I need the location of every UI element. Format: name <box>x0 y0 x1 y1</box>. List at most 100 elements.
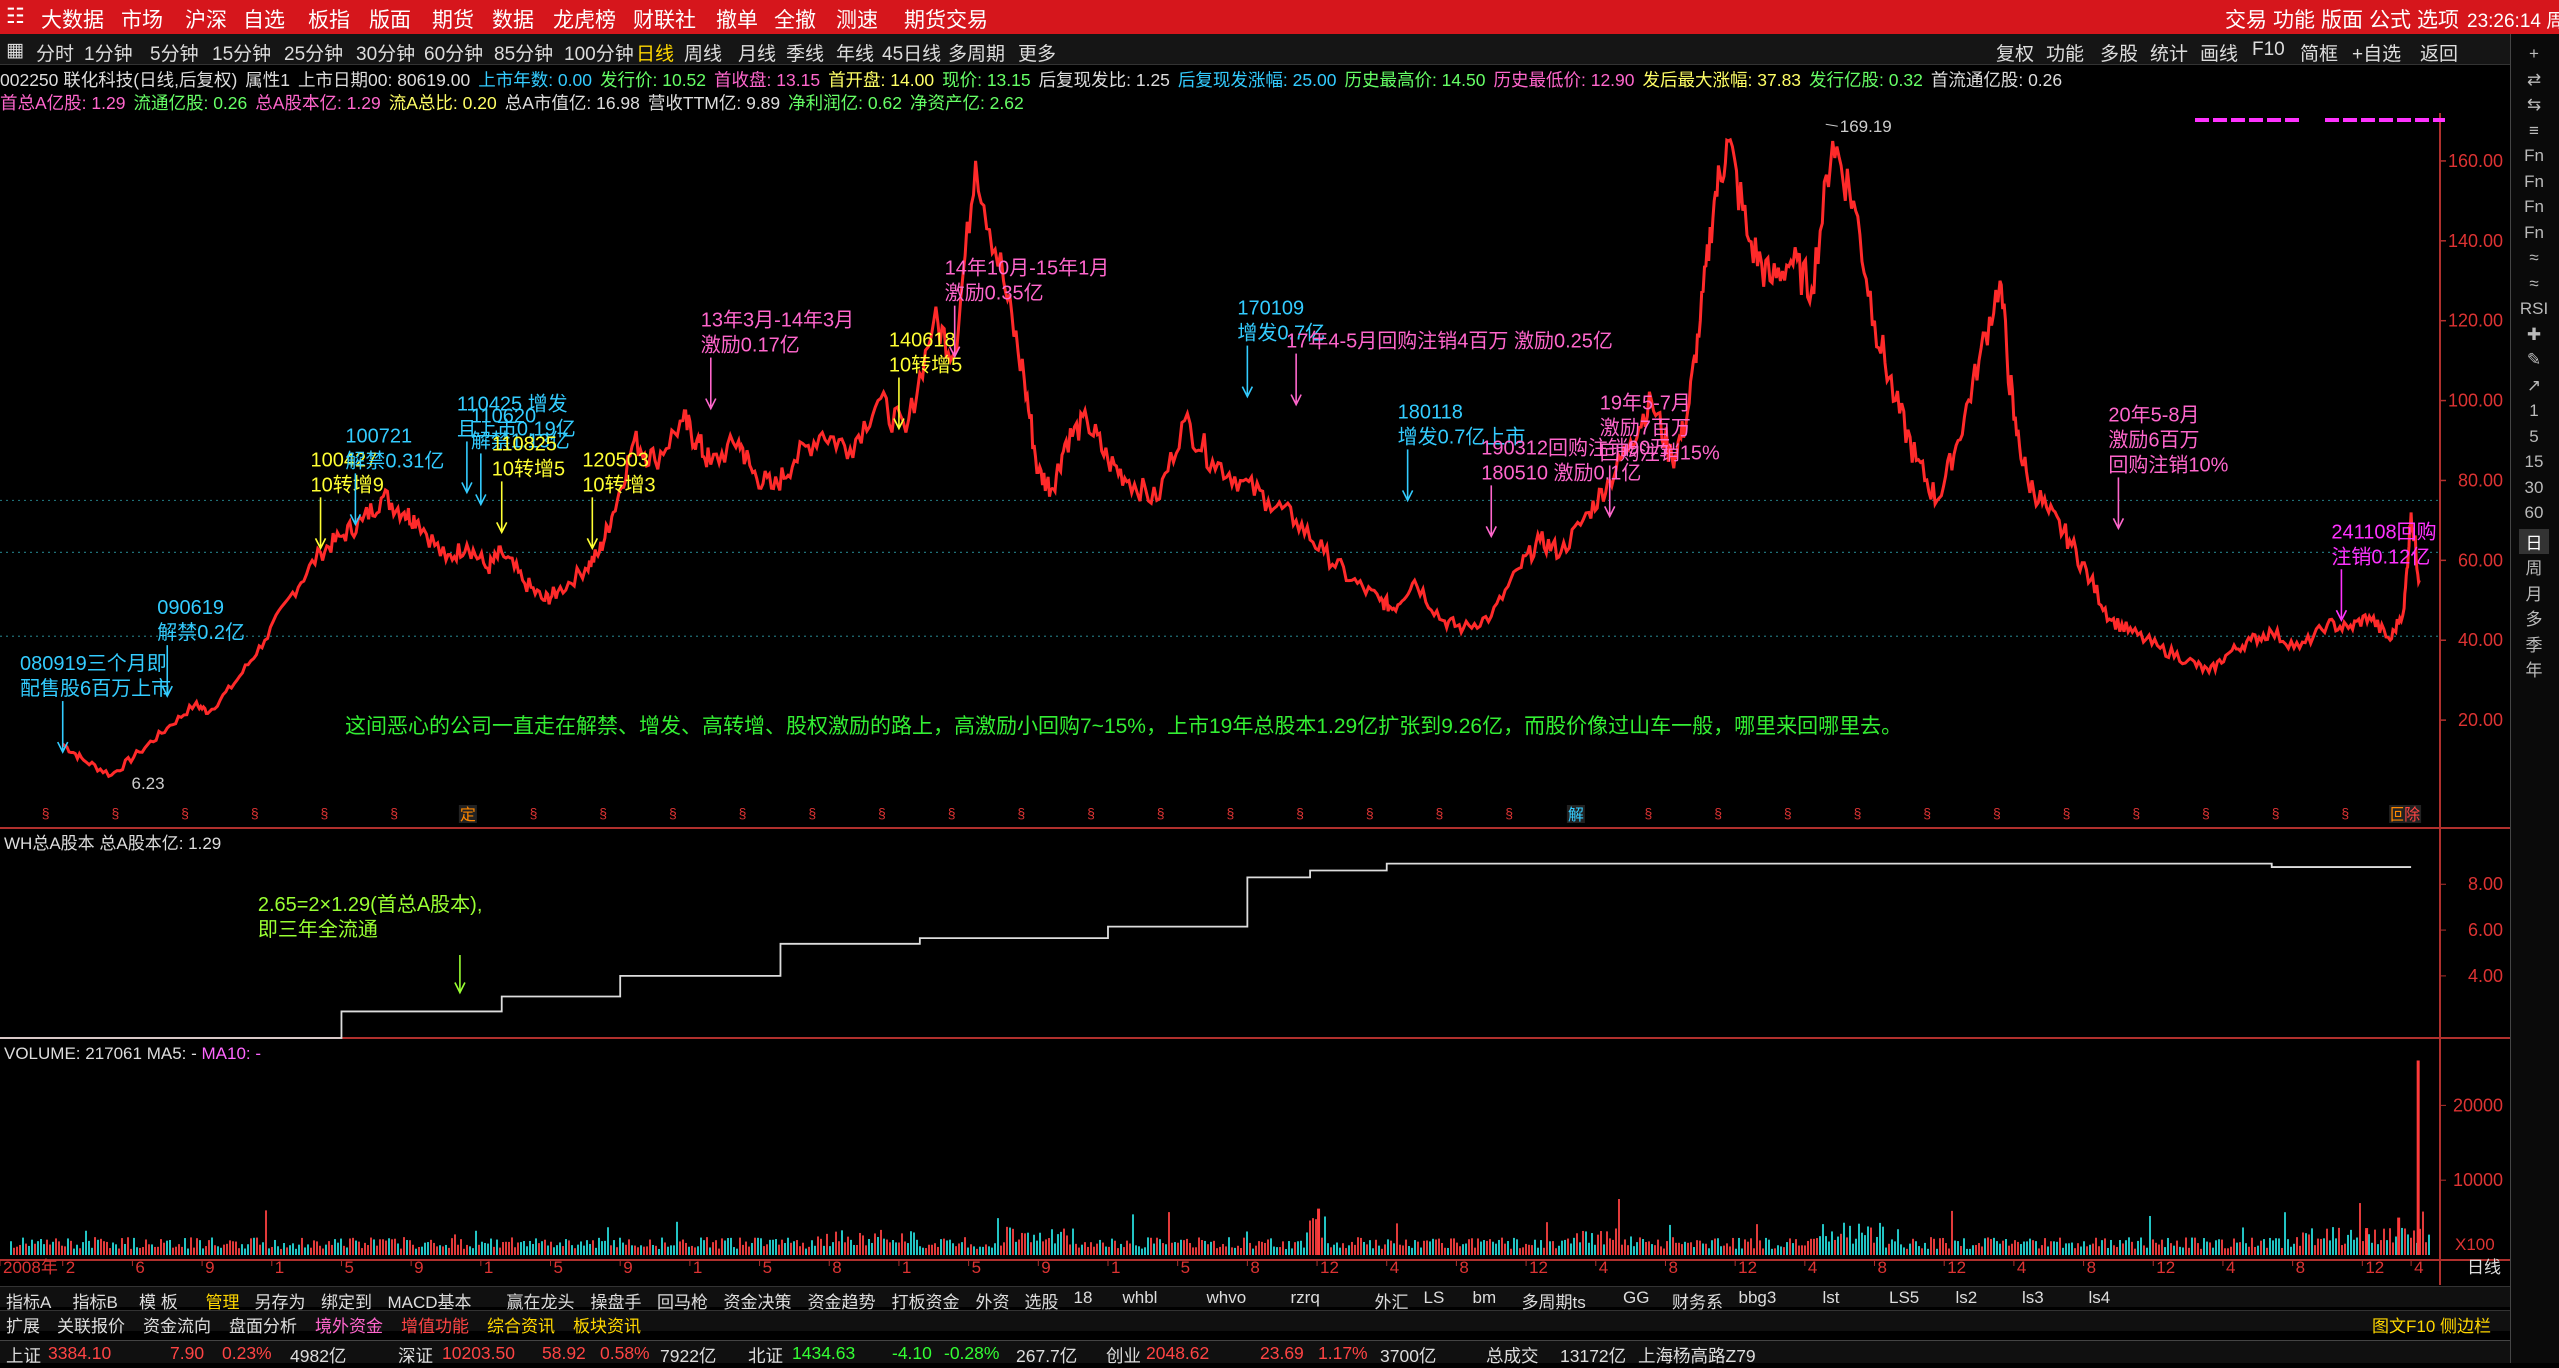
extension-tab-7[interactable]: 板块资讯 <box>573 1317 641 1336</box>
side-panel-toggle[interactable]: 图文F10 侧边栏 <box>2372 1317 2492 1336</box>
dividend-marker[interactable]: § <box>878 805 886 821</box>
sidebar-tool-4[interactable]: Fn <box>2524 146 2544 165</box>
dividend-marker[interactable]: § <box>669 805 677 821</box>
dividend-marker[interactable]: § <box>948 805 956 821</box>
dividend-marker[interactable]: § <box>1087 805 1095 821</box>
menu-item-11[interactable]: 全撤 <box>774 9 816 32</box>
sidebar-tool-3[interactable]: ≡ <box>2529 120 2539 140</box>
period-6[interactable]: 60分钟 <box>424 44 484 65</box>
sidebar-tool-24[interactable]: 年 <box>2525 661 2543 680</box>
menu-item-4[interactable]: 板指 <box>308 9 350 32</box>
sidebar-tool-2[interactable]: ⇆ <box>2526 95 2542 114</box>
period-13[interactable]: 年线 <box>836 44 875 65</box>
extension-tab-6[interactable]: 综合资讯 <box>487 1317 555 1336</box>
menu-function[interactable]: 功能 <box>2273 9 2315 32</box>
period-15[interactable]: 多周期 <box>948 44 1006 65</box>
grid-menu-icon[interactable]: ☷ <box>6 5 25 28</box>
period-10[interactable]: 周线 <box>684 44 723 65</box>
period-9[interactable]: 日线 <box>636 44 675 65</box>
dividend-marker[interactable]: § <box>1854 805 1862 821</box>
period-4[interactable]: 25分钟 <box>284 44 344 65</box>
period-8[interactable]: 100分钟 <box>564 44 634 65</box>
indicator-tab-21[interactable]: bm <box>1472 1288 1497 1307</box>
indicator-tab-11[interactable]: 资金趋势 <box>807 1293 876 1312</box>
dividend-marker[interactable]: § <box>2272 805 2280 821</box>
indicator-tab-14[interactable]: 选股 <box>1024 1293 1059 1312</box>
toolbar-right-5[interactable]: F10 <box>2252 39 2285 60</box>
sidebar-tool-12[interactable]: ✎ <box>2526 350 2542 369</box>
dividend-marker[interactable]: § <box>1923 805 1931 821</box>
toolbar-right-8[interactable]: 返回 <box>2420 44 2459 65</box>
indicator-tab-25[interactable]: bbg3 <box>1738 1288 1777 1307</box>
menu-trade[interactable]: 交易 <box>2225 9 2267 32</box>
dividend-marker[interactable]: § <box>2341 805 2349 821</box>
indicator-tab-19[interactable]: 外汇 <box>1374 1293 1409 1312</box>
period-3[interactable]: 15分钟 <box>212 44 272 65</box>
indicator-tab-15[interactable]: 18 <box>1073 1288 1093 1307</box>
indicator-tab-12[interactable]: 打板资金 <box>891 1293 960 1312</box>
dividend-marker[interactable]: § <box>2132 805 2140 821</box>
period-1[interactable]: 1分钟 <box>84 44 133 65</box>
indicator-tab-4[interactable]: 另存为 <box>254 1293 306 1312</box>
period-0[interactable]: 分时 <box>36 44 75 65</box>
dividend-marker[interactable]: § <box>1017 805 1025 821</box>
dividend-marker[interactable]: § <box>181 805 189 821</box>
dividend-marker[interactable]: § <box>1226 805 1234 821</box>
indicator-tab-30[interactable]: ls4 <box>2088 1288 2111 1307</box>
toolbar-right-4[interactable]: 画线 <box>2200 44 2239 65</box>
menu-item-3[interactable]: 自选 <box>243 9 285 32</box>
toolbar-right-0[interactable]: 复权 <box>1996 44 2035 65</box>
period-11[interactable]: 月线 <box>738 44 777 65</box>
indicator-tab-5[interactable]: 绑定到 <box>321 1293 372 1312</box>
sidebar-tool-19[interactable]: 日 <box>2519 528 2549 554</box>
indicator-tab-17[interactable]: whvo <box>1206 1288 1247 1307</box>
sidebar-tool-15[interactable]: 5 <box>2529 426 2539 446</box>
sidebar-tool-0[interactable]: + <box>2529 44 2539 63</box>
dividend-marker[interactable]: § <box>1436 805 1444 821</box>
dividend-marker[interactable]: § <box>390 805 398 821</box>
menu-item-10[interactable]: 撤单 <box>716 9 758 32</box>
menu-item-0[interactable]: 大数据 <box>41 9 104 32</box>
indicator-tab-8[interactable]: 操盘手 <box>590 1293 642 1312</box>
menu-item-12[interactable]: 测速 <box>836 9 878 32</box>
sidebar-tool-1[interactable]: ⇄ <box>2526 69 2542 89</box>
menu-item-7[interactable]: 数据 <box>492 9 534 32</box>
indicator-tab-3[interactable]: 管理 <box>205 1293 240 1312</box>
sidebar-tool-6[interactable]: Fn <box>2524 197 2544 216</box>
dividend-marker[interactable]: § <box>1505 805 1513 821</box>
indicator-tab-27[interactable]: LS5 <box>1889 1288 1920 1307</box>
dividend-marker[interactable]: § <box>1366 805 1374 821</box>
dividend-marker[interactable]: § <box>1993 805 2001 821</box>
period-7[interactable]: 85分钟 <box>494 44 554 65</box>
toolbar-right-3[interactable]: 统计 <box>2150 44 2189 65</box>
period-14[interactable]: 45日线 <box>882 44 942 65</box>
menu-layout[interactable]: 版面 <box>2321 9 2363 32</box>
dividend-marker[interactable]: § <box>530 805 538 821</box>
period-2[interactable]: 5分钟 <box>150 44 199 65</box>
dividend-marker[interactable]: § <box>1714 805 1722 821</box>
dividend-marker[interactable]: § <box>808 805 816 821</box>
event-marker[interactable]: 除 <box>2404 806 2420 824</box>
indicator-tab-20[interactable]: LS <box>1423 1288 1445 1307</box>
sidebar-tool-22[interactable]: 多 <box>2525 610 2543 629</box>
sidebar-tool-18[interactable]: 60 <box>2524 503 2544 522</box>
indicator-tab-28[interactable]: ls2 <box>1955 1288 1978 1307</box>
indicator-tab-29[interactable]: ls3 <box>2022 1288 2044 1307</box>
extension-tab-1[interactable]: 关联报价 <box>57 1317 125 1336</box>
sidebar-tool-23[interactable]: 季 <box>2525 635 2543 655</box>
extension-tab-2[interactable]: 资金流向 <box>143 1317 211 1336</box>
indicator-tab-2[interactable]: 模 板 <box>139 1293 178 1312</box>
indicator-tab-9[interactable]: 回马枪 <box>657 1293 708 1312</box>
dividend-marker[interactable]: § <box>739 805 747 821</box>
toolbar-right-7[interactable]: +自选 <box>2352 44 2402 65</box>
dividend-marker[interactable]: § <box>1157 805 1165 821</box>
sidebar-tool-9[interactable]: ≈ <box>2529 273 2539 293</box>
menu-item-5[interactable]: 版面 <box>369 9 411 32</box>
indicator-tab-26[interactable]: lst <box>1822 1288 1840 1307</box>
menu-item-6[interactable]: 期货 <box>432 9 474 32</box>
dividend-marker[interactable]: § <box>111 805 119 821</box>
extension-tab-3[interactable]: 盘面分析 <box>229 1317 297 1336</box>
dividend-marker[interactable]: § <box>42 805 50 821</box>
dividend-marker[interactable]: § <box>1645 805 1653 821</box>
menu-item-2[interactable]: 沪深 <box>185 9 227 32</box>
